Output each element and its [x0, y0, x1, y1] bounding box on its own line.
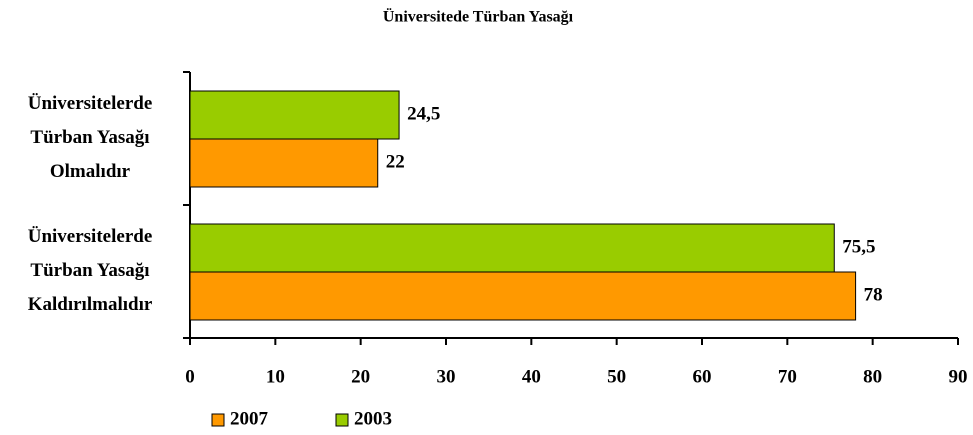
x-tick-label: 70 [778, 366, 797, 387]
category-label: Olmalıdır [50, 161, 131, 182]
legend-swatch [211, 413, 225, 427]
chart-title: Üniversitede Türban Yasağı [383, 8, 574, 26]
legend-label: 2003 [354, 408, 392, 429]
bar [189, 138, 379, 188]
value-label: 78 [864, 284, 883, 305]
category-label: Türban Yasağı [30, 260, 149, 281]
value-label: 75,5 [842, 236, 875, 257]
legend-swatch [335, 413, 349, 427]
x-tick-label: 60 [693, 366, 712, 387]
category-label: Kaldırılmalıdır [28, 294, 153, 315]
category-label: Türban Yasağı [30, 127, 149, 148]
x-tick-label: 50 [607, 366, 626, 387]
x-tick-label: 80 [863, 366, 882, 387]
category-label: Üniversitelerde [28, 226, 153, 247]
x-tick-label: 0 [185, 366, 195, 387]
x-tick-label: 10 [266, 366, 285, 387]
value-label: 22 [386, 151, 405, 172]
bar [189, 271, 857, 321]
bar [189, 223, 835, 273]
value-label: 24,5 [407, 103, 440, 124]
x-tick-label: 40 [522, 366, 541, 387]
x-tick-label: 90 [949, 366, 968, 387]
x-tick-label: 20 [351, 366, 370, 387]
category-label: Üniversitelerde [28, 93, 153, 114]
x-tick-label: 30 [437, 366, 456, 387]
bar [189, 90, 400, 140]
legend-label: 2007 [230, 408, 269, 429]
